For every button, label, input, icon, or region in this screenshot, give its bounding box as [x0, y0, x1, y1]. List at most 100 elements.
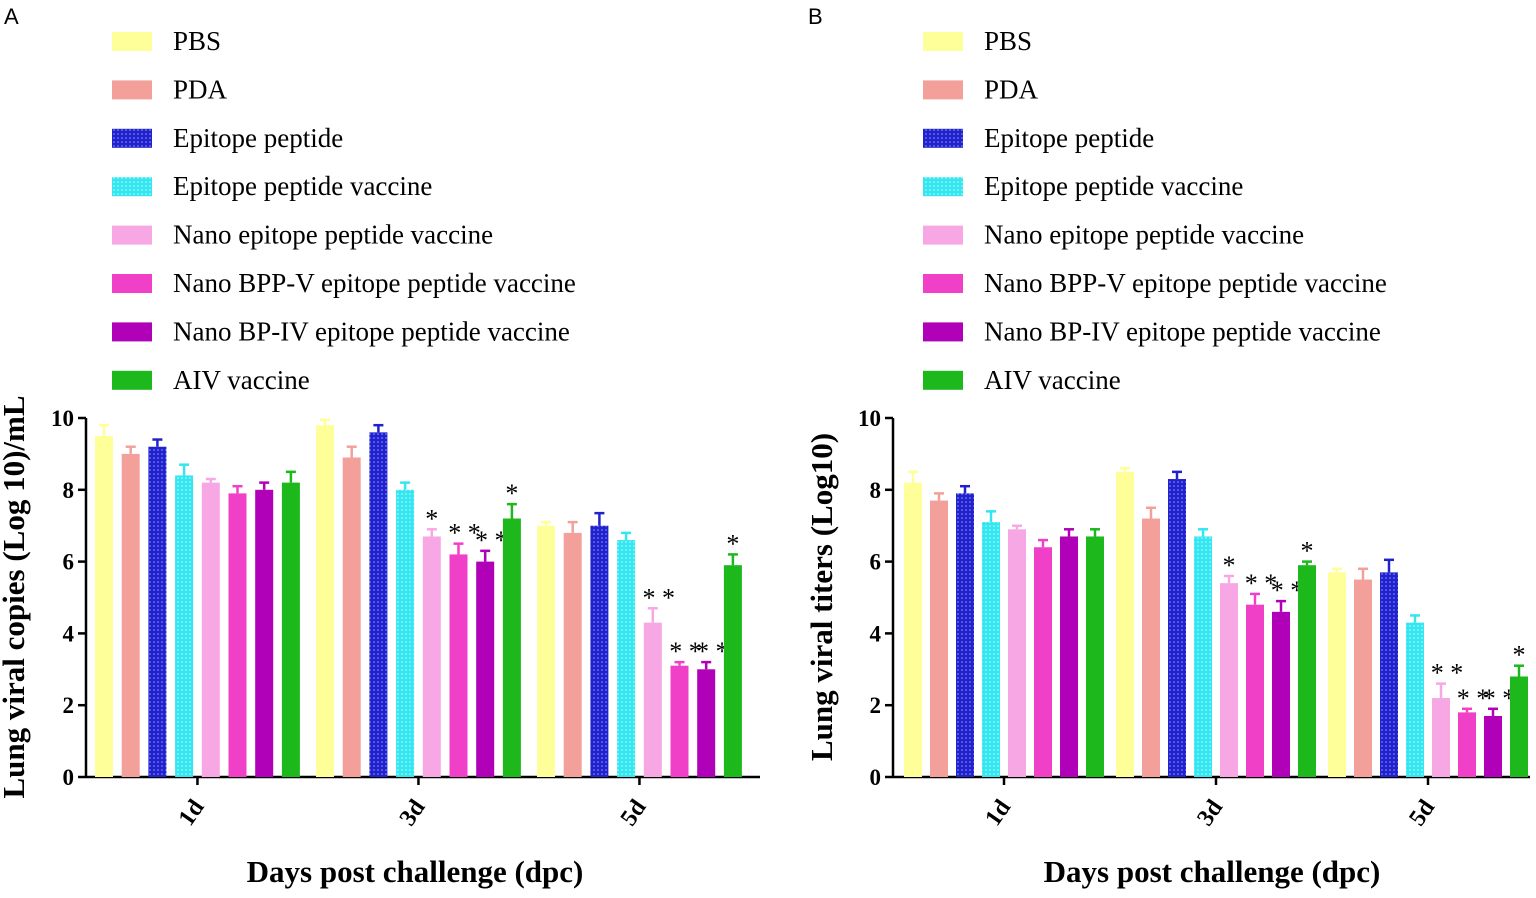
x-tick-label-1d: 1d: [980, 795, 1016, 831]
chart-b-svg: PBS PDA Epitope peptide Epitope peptide vac…: [804, 26, 1530, 889]
significance-marker: * *: [1483, 684, 1516, 713]
bar-pda-3d: [342, 457, 361, 777]
significance-marker: * *: [696, 637, 729, 666]
bar-nano-bpp-v-epitope-peptide-vaccine-3d: [449, 554, 468, 777]
bar-nano-bp-iv-epitope-peptide-vaccine-3d: [476, 561, 495, 777]
significance-marker: * *: [475, 526, 508, 555]
bar-aiv-vaccine-5d: [723, 565, 742, 777]
panel-label-a: A: [4, 4, 19, 29]
legend-swatch-nano-bpp-v-epitope-peptide-vaccine: [923, 274, 963, 293]
bar-epitope-peptide-3d: [1168, 479, 1186, 777]
bar-epitope-peptide-vaccine-3d: [1194, 536, 1212, 777]
legend-swatch-nano-bp-iv-epitope-peptide-vaccine: [112, 322, 152, 342]
significance-marker: *: [726, 529, 739, 558]
legend-label-nano-epitope-peptide-vaccine: Nano epitope peptide vaccine: [173, 220, 493, 250]
bar-nano-epitope-peptide-vaccine-5d: [1432, 698, 1450, 777]
bar-pbs-5d: [1328, 572, 1346, 777]
y-tick-label: 6: [63, 550, 75, 575]
bar-nano-bp-iv-epitope-peptide-vaccine-1d: [1060, 536, 1078, 777]
y-tick-label: 4: [870, 621, 882, 646]
bar-pbs-3d: [1116, 471, 1134, 777]
bar-pbs-1d: [904, 482, 922, 777]
legend-swatch-epitope-peptide: [923, 128, 963, 148]
legend-swatch-epitope-peptide-vaccine: [112, 177, 152, 197]
x-tick-label-5d: 5d: [1404, 795, 1440, 831]
legend-swatch-aiv-vaccine: [112, 370, 152, 390]
y-tick-label: 0: [63, 765, 75, 790]
legend-swatch-epitope-peptide: [112, 128, 152, 148]
bar-pda-5d: [563, 532, 582, 777]
y-axis-title: Lung viral titers (Log10): [804, 433, 839, 761]
legend-swatch-pda: [112, 80, 152, 100]
legend-label-epitope-peptide: Epitope peptide: [173, 123, 343, 153]
bar-nano-epitope-peptide-vaccine-3d: [1220, 583, 1238, 777]
bar-nano-bp-iv-epitope-peptide-vaccine-1d: [255, 489, 274, 777]
bar-aiv-vaccine-1d: [1086, 536, 1104, 777]
legend-label-pda: PDA: [984, 74, 1039, 104]
bar-pbs-1d: [95, 435, 113, 777]
legend-swatch-pbs: [112, 32, 152, 51]
bar-aiv-vaccine-1d: [281, 482, 300, 777]
bar-pda-1d: [121, 453, 140, 777]
x-tick-label-5d: 5d: [616, 795, 652, 831]
x-axis-title: Days post challenge (dpc): [1044, 854, 1381, 889]
bar-pda-3d: [1142, 518, 1160, 777]
bar-epitope-peptide-vaccine-5d: [1406, 622, 1424, 777]
significance-marker: * *: [448, 519, 481, 548]
bar-nano-bp-iv-epitope-peptide-vaccine-3d: [1272, 611, 1290, 777]
x-axis-title: Days post challenge (dpc): [247, 854, 584, 889]
bar-epitope-peptide-vaccine-1d: [175, 475, 194, 777]
legend-label-nano-bpp-v-epitope-peptide-vaccine: Nano BPP-V epitope peptide vaccine: [984, 268, 1387, 298]
bar-pda-1d: [930, 500, 948, 777]
legend-label-epitope-peptide-vaccine: Epitope peptide vaccine: [984, 171, 1243, 201]
legend-swatch-pbs: [923, 32, 963, 51]
legend-label-nano-epitope-peptide-vaccine: Nano epitope peptide vaccine: [984, 220, 1304, 250]
y-tick-label: 2: [870, 693, 882, 718]
significance-marker: *: [425, 504, 438, 533]
legend-label-aiv-vaccine: AIV vaccine: [984, 365, 1121, 395]
y-tick-label: 8: [63, 478, 75, 503]
legend-label-nano-bp-iv-epitope-peptide-vaccine: Nano BP-IV epitope peptide vaccine: [984, 316, 1381, 346]
legend-swatch-epitope-peptide-vaccine: [923, 177, 963, 197]
legend-swatch-nano-bpp-v-epitope-peptide-vaccine: [112, 274, 152, 293]
legend-swatch-pda: [923, 80, 963, 100]
chart-a-svg: PBS PDA Epitope peptide Epitope peptide vac…: [0, 26, 760, 889]
bar-nano-epitope-peptide-vaccine-3d: [422, 536, 441, 777]
panel-label-b: B: [808, 4, 823, 29]
y-tick-label: 4: [63, 621, 75, 646]
bar-nano-epitope-peptide-vaccine-5d: [643, 622, 662, 777]
y-tick-label: 10: [51, 406, 74, 431]
legend-label-nano-bp-iv-epitope-peptide-vaccine: Nano BP-IV epitope peptide vaccine: [173, 316, 570, 346]
bar-pda-5d: [1354, 579, 1372, 777]
bar-aiv-vaccine-3d: [1298, 565, 1316, 777]
legend-label-pbs: PBS: [984, 26, 1032, 56]
significance-marker: * *: [1245, 569, 1278, 598]
y-tick-label: 8: [870, 478, 882, 503]
bar-epitope-peptide-vaccine-3d: [396, 489, 415, 777]
significance-marker: *: [505, 479, 518, 508]
significance-marker: *: [1513, 641, 1526, 670]
significance-marker: * *: [669, 637, 702, 666]
bar-epitope-peptide-vaccine-1d: [982, 522, 1000, 777]
legend-swatch-nano-epitope-peptide-vaccine: [112, 225, 152, 245]
significance-marker: *: [1301, 537, 1314, 566]
panel-b: B PBS PDA Epitope peptide Epitope peptide v…: [768, 0, 1536, 898]
legend-label-pbs: PBS: [173, 26, 221, 56]
legend-swatch-nano-epitope-peptide-vaccine: [923, 225, 963, 245]
bar-epitope-peptide-1d: [148, 446, 167, 777]
bar-nano-bpp-v-epitope-peptide-vaccine-5d: [1458, 712, 1476, 777]
bar-epitope-peptide-3d: [369, 432, 388, 777]
legend-label-aiv-vaccine: AIV vaccine: [173, 365, 310, 395]
bar-nano-epitope-peptide-vaccine-1d: [1008, 529, 1026, 777]
bar-nano-bpp-v-epitope-peptide-vaccine-1d: [228, 493, 247, 777]
bar-epitope-peptide-5d: [590, 525, 609, 777]
y-tick-label: 2: [63, 693, 75, 718]
x-tick-label-3d: 3d: [1192, 795, 1228, 831]
y-tick-label: 6: [870, 550, 882, 575]
bar-aiv-vaccine-3d: [502, 518, 521, 777]
legend-label-epitope-peptide-vaccine: Epitope peptide vaccine: [173, 171, 432, 201]
bar-pbs-5d: [537, 525, 555, 777]
significance-marker: * *: [643, 583, 676, 612]
panel-a: A PBS PDA Epitope peptide Epitope peptide v…: [0, 4, 760, 889]
bar-epitope-peptide-5d: [1380, 572, 1398, 777]
